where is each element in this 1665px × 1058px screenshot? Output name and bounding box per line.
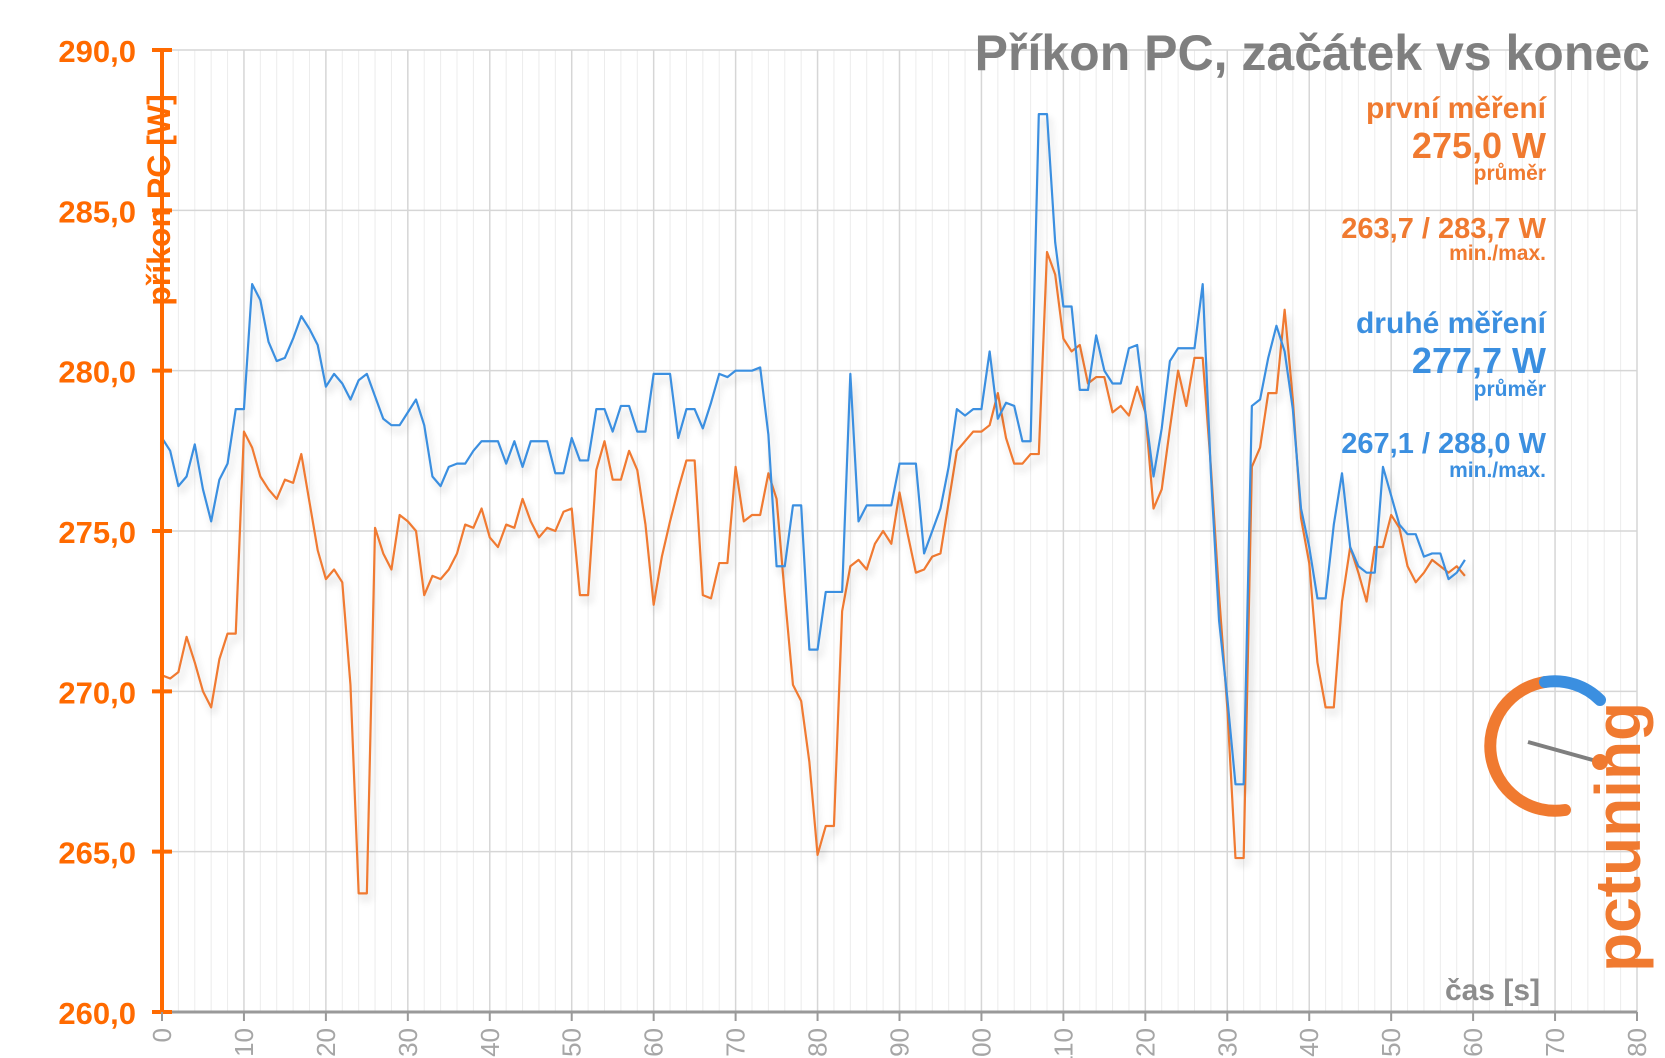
y-tick-label: 285,0 <box>58 194 136 229</box>
legend-second-measurement: druhé měření 277,7 W průměr 267,1 / 288,… <box>1341 307 1547 482</box>
x-tick-label: 130 <box>1212 1028 1242 1058</box>
y-tick-label: 275,0 <box>58 515 136 550</box>
x-tick-label: 50 <box>557 1028 587 1057</box>
grid-major <box>161 49 1638 1013</box>
x-tick-label: 0 <box>147 1028 177 1042</box>
legend-2-avg-label: průměr <box>1474 378 1546 401</box>
legend-1-minmax: 263,7 / 283,7 W <box>1341 213 1546 245</box>
legend-first-measurement: první měření 275,0 W průměr 263,7 / 283,… <box>1341 92 1547 265</box>
x-tick-label: 170 <box>1540 1028 1570 1058</box>
x-tick-label: 20 <box>311 1028 341 1057</box>
y-tick-label: 260,0 <box>58 996 136 1031</box>
x-tick-label: 90 <box>885 1028 915 1057</box>
y-tick-label: 290,0 <box>58 34 136 69</box>
legend-2-minmax: 267,1 / 288,0 W <box>1341 428 1546 460</box>
tick-labels: 260,0 265,0 270,0 275,0 280,0 285,0 290,0 0 10 20… <box>58 34 1652 1058</box>
x-tick-label: 160 <box>1458 1028 1488 1058</box>
x-tick-label: 30 <box>393 1028 423 1057</box>
series-line-1 <box>161 250 1466 895</box>
y-tick-label: 265,0 <box>58 836 136 871</box>
x-axis-label: čas [s] <box>1445 974 1540 1007</box>
x-tick-label: 60 <box>639 1028 669 1057</box>
legend-1-label: první měření <box>1366 92 1548 125</box>
x-tick-label: 70 <box>721 1028 751 1057</box>
pctuning-logo: pctuning <box>1484 675 1654 972</box>
series-line-2 <box>161 113 1466 786</box>
legend-2-avg: 277,7 W <box>1412 340 1546 381</box>
x-tick-label: 120 <box>1130 1028 1160 1058</box>
x-tick-label: 140 <box>1294 1028 1324 1058</box>
legend-1-avg: 275,0 W <box>1412 125 1546 166</box>
y-axis-label: příkon PC [W] <box>141 94 177 306</box>
series-layer <box>161 113 1466 895</box>
legend-2-label: druhé měření <box>1356 307 1548 340</box>
gauge-icon <box>1484 675 1608 817</box>
y-tick-label: 280,0 <box>58 355 136 390</box>
axes-layer <box>152 48 1638 1021</box>
x-tick-label: 80 <box>803 1028 833 1057</box>
x-tick-label: 40 <box>475 1028 505 1057</box>
x-tick-label: 10 <box>229 1028 259 1057</box>
x-tick-label: 180 <box>1622 1028 1652 1058</box>
legend-2-minmax-label: min./max. <box>1449 459 1546 482</box>
y-tick-label: 270,0 <box>58 675 136 710</box>
chart-title: Příkon PC, začátek vs konec <box>975 25 1650 81</box>
legend-1-avg-label: průměr <box>1474 162 1546 185</box>
legend-1-minmax-label: min./max. <box>1449 242 1546 265</box>
x-tick-label: 110 <box>1048 1028 1078 1058</box>
x-tick-label: 150 <box>1376 1028 1406 1058</box>
logo-text: pctuning <box>1582 702 1654 972</box>
x-tick-label: 100 <box>966 1028 996 1058</box>
